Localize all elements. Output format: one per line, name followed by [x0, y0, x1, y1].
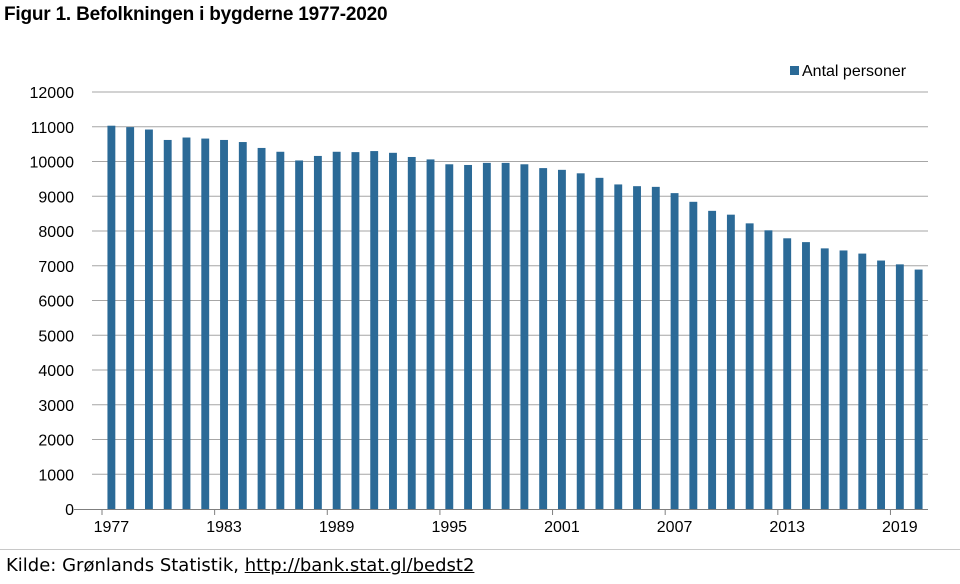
y-tick-label: 12000: [30, 85, 75, 102]
bar-1979: [144, 129, 153, 509]
bar-2004: [614, 184, 623, 509]
bar-1986: [276, 151, 285, 509]
bar-1984: [238, 142, 247, 509]
bar-2006: [651, 186, 660, 509]
source-link[interactable]: http://bank.stat.gl/bedst2: [244, 555, 475, 576]
bar-1983: [220, 139, 228, 509]
y-tick-label: 5000: [38, 328, 74, 345]
y-axis-labels: 0 1000 2000 3000 4000 5000 6000 7000 8000 9000 100…: [30, 85, 75, 519]
x-tick-label: 2013: [769, 519, 805, 536]
bar-2007: [670, 193, 679, 509]
x-tick-label: 2007: [657, 519, 693, 536]
bar-2017: [858, 253, 867, 509]
legend-swatch: [790, 66, 799, 75]
bar-2000: [539, 168, 548, 510]
bar-2011: [745, 223, 754, 510]
x-tick-label: 2019: [882, 519, 918, 536]
bar-2012: [764, 230, 773, 509]
y-tick-label: 9000: [38, 189, 74, 206]
bar-1997: [482, 162, 491, 509]
bar-1987: [295, 160, 304, 509]
bar-2015: [820, 248, 829, 509]
y-tick-label: 2000: [38, 433, 74, 450]
legend-label: Antal personer: [802, 63, 907, 80]
bar-1995: [445, 164, 454, 509]
source-prefix: Kilde: Grønlands Statistik,: [6, 555, 245, 576]
bar-1977: [107, 125, 116, 510]
bar-2005: [633, 186, 641, 510]
bar-1999: [520, 164, 529, 509]
bar-2020: [914, 269, 923, 509]
chart-title: Figur 1. Befolkningen i bygderne 1977-20…: [4, 4, 388, 25]
bar-1988: [313, 155, 322, 509]
bar-series: [107, 125, 923, 510]
bar-2009: [708, 210, 717, 509]
divider: [0, 549, 960, 550]
y-tick-label: 4000: [38, 363, 74, 380]
x-tick-label: 1995: [431, 519, 467, 536]
bar-1982: [201, 138, 210, 509]
gridlines: [92, 91, 928, 475]
bar-2003: [595, 177, 604, 509]
bar-2016: [839, 250, 848, 509]
x-axis: 1977 1983 1989 1995 2001 2007 2013 2019: [74, 509, 928, 536]
bar-2002: [576, 173, 585, 509]
bar-chart: 0 1000 2000 3000 4000 5000 6000 7000 8000 9000 100…: [30, 63, 928, 536]
y-tick-label: 10000: [30, 155, 75, 172]
bar-1978: [126, 127, 135, 509]
bar-1981: [182, 137, 191, 509]
bar-2014: [802, 242, 810, 509]
bar-2013: [783, 238, 792, 510]
bar-1994: [426, 159, 435, 509]
y-tick-label: 7000: [38, 259, 74, 276]
x-tick-label: 1977: [94, 519, 130, 536]
bar-2018: [877, 260, 886, 509]
y-tick-label: 3000: [38, 398, 74, 415]
y-tick-label: 0: [65, 502, 74, 519]
bar-1985: [257, 147, 266, 509]
bar-2019: [895, 264, 904, 509]
x-tick-label: 1989: [319, 519, 355, 536]
source-note: Kilde: Grønlands Statistik, http://bank.…: [6, 555, 474, 576]
x-tick-label: 2001: [544, 519, 580, 536]
bar-1991: [370, 151, 379, 509]
bar-1980: [163, 139, 172, 509]
bar-1998: [501, 162, 510, 509]
bar-1993: [407, 156, 416, 510]
y-tick-label: 8000: [38, 224, 74, 241]
legend: Antal personer: [790, 63, 907, 80]
bar-1992: [389, 152, 397, 509]
bar-2001: [557, 169, 566, 509]
bar-2010: [726, 214, 735, 510]
x-tick-label: 1983: [206, 519, 242, 536]
y-tick-label: 1000: [38, 467, 74, 484]
bar-1996: [464, 164, 473, 509]
bar-1990: [351, 152, 360, 509]
y-tick-label: 6000: [38, 294, 74, 311]
bar-2008: [689, 201, 698, 509]
bar-1989: [332, 151, 341, 509]
y-tick-label: 11000: [31, 120, 74, 137]
